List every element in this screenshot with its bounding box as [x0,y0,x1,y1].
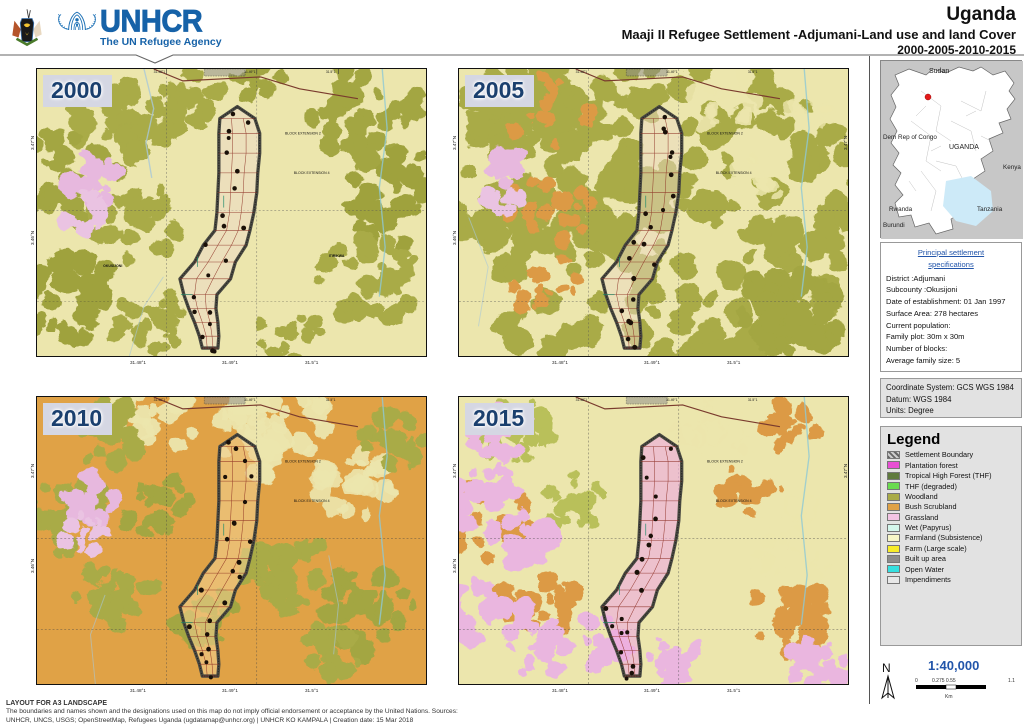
svg-text:Tanzania: Tanzania [977,206,1003,213]
svg-text:31.48°1: 31.48°1 [154,70,166,74]
svg-text:1:40,000: 1:40,000 [928,658,979,673]
svg-text:BLOCK EXTENSION 2: BLOCK EXTENSION 2 [285,131,321,135]
svg-text:31.48°1: 31.48°1 [576,398,588,402]
svg-text:31.5°1: 31.5°1 [748,70,758,74]
svg-text:31.49°1: 31.49°1 [666,398,678,402]
svg-text:Dem Rep of Congo: Dem Rep of Congo [883,134,937,141]
svg-text:BLOCK EXTENSION 4: BLOCK EXTENSION 4 [294,499,330,503]
svg-text:31.49°1: 31.49°1 [244,398,256,402]
svg-text:BLOCK EXTENSION 4: BLOCK EXTENSION 4 [716,171,752,175]
svg-text:31.48°1: 31.48°1 [576,70,588,74]
svg-text:31.48°1: 31.48°1 [154,398,166,402]
svg-text:ITIRIKWA: ITIRIKWA [329,254,345,258]
svg-text:0: 0 [915,678,918,684]
svg-text:Sudan: Sudan [929,68,949,75]
svg-text:1.1: 1.1 [1008,678,1015,684]
svg-text:31.5°1: 31.5°1 [748,398,758,402]
svg-text:Km: Km [945,694,953,700]
svg-text:31.49°1: 31.49°1 [244,70,256,74]
svg-text:BLOCK EXTENSION 2: BLOCK EXTENSION 2 [707,131,743,135]
svg-text:31.5°1: 31.5°1 [326,398,336,402]
svg-text:BLOCK EXTENSION 4: BLOCK EXTENSION 4 [294,171,330,175]
svg-text:BLOCK EXTENSION 2: BLOCK EXTENSION 2 [285,459,321,463]
svg-text:31.49°1: 31.49°1 [666,70,678,74]
svg-text:Burundi: Burundi [883,222,905,229]
svg-text:0.275 0.55: 0.275 0.55 [932,678,956,684]
svg-text:N: N [882,661,891,675]
svg-text:UGANDA: UGANDA [949,144,979,151]
svg-text:Rwanda: Rwanda [889,206,913,213]
svg-text:OKUSIJONI: OKUSIJONI [103,264,122,268]
svg-text:31.5°1: 31.5°1 [326,70,336,74]
svg-text:BLOCK EXTENSION 4: BLOCK EXTENSION 4 [716,499,752,503]
svg-text:BLOCK EXTENSION 2: BLOCK EXTENSION 2 [707,459,743,463]
svg-text:Kenya: Kenya [1003,164,1021,171]
